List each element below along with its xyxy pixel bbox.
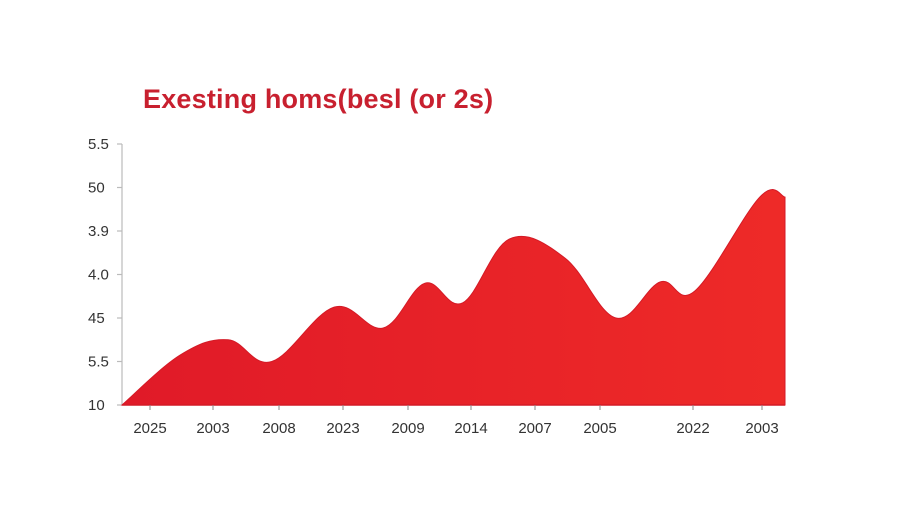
- area-series: [120, 189, 786, 406]
- y-tick-label: 5.5: [88, 354, 109, 371]
- x-tick-label: 2003: [745, 420, 778, 437]
- area-fill: [120, 189, 786, 406]
- chart-title: Exesting homs(besl (or 2s): [143, 84, 494, 114]
- x-tick-label: 2008: [262, 420, 295, 437]
- y-tick-label: 4.0: [88, 267, 109, 284]
- y-tick-label: 45: [88, 310, 105, 327]
- x-tick-label: 2005: [583, 420, 616, 437]
- x-tick-label: 2025: [133, 420, 166, 437]
- x-axis: 2025 2003 2008 2023 2009 2014 2007 2005 2022 2003: [122, 404, 785, 437]
- x-tick-label: 2007: [518, 420, 551, 437]
- x-tick-label: 2003: [196, 420, 229, 437]
- y-tick-label: 3.9: [88, 223, 109, 240]
- x-tick-label: 2014: [454, 420, 487, 437]
- y-axis: 5.5 50 3.9 4.0 45 5.5 10: [88, 136, 123, 414]
- x-tick-label: 2022: [676, 420, 709, 437]
- x-tick-label: 2023: [326, 420, 359, 437]
- y-tick-label: 10: [88, 397, 105, 414]
- y-tick-label: 5.5: [88, 136, 109, 153]
- x-tick-label: 2009: [391, 420, 424, 437]
- y-tick-label: 50: [88, 180, 105, 197]
